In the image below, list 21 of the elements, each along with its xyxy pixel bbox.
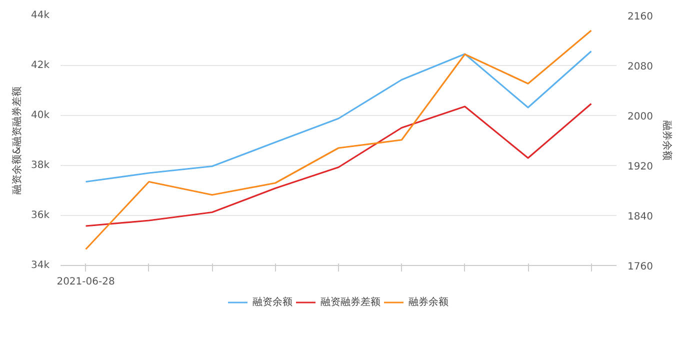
legend-label: 融券余额: [408, 296, 448, 309]
y-tick-label: 36k: [30, 210, 50, 221]
line-series: [84, 30, 592, 250]
y2-tick-label: 2160: [628, 12, 653, 22]
y2-axis-title: 融券余额: [660, 120, 673, 160]
y2-tick-label: 1760: [628, 262, 653, 272]
legend-label: 融资余额: [252, 296, 292, 309]
line-series: [84, 50, 592, 183]
legend-label: 融资融券差额: [320, 296, 380, 309]
y-tick-label: 38k: [30, 160, 50, 171]
y-tick-label: 40k: [30, 110, 50, 121]
y2-tick-label: 1920: [628, 162, 653, 172]
y2-tick-label: 2000: [628, 112, 653, 122]
x-tick-label: 2021-06-28: [56, 276, 115, 288]
y-tick-label: 44k: [30, 10, 50, 21]
y2-tick-label: 2080: [628, 62, 653, 72]
y2-tick-label: 1840: [628, 212, 653, 222]
y-tick-label: 34k: [30, 260, 50, 271]
y-tick-label: 42k: [30, 60, 50, 71]
y-axis-title: 融资余额&融资融券差额: [10, 86, 23, 194]
line-series: [84, 102, 592, 227]
